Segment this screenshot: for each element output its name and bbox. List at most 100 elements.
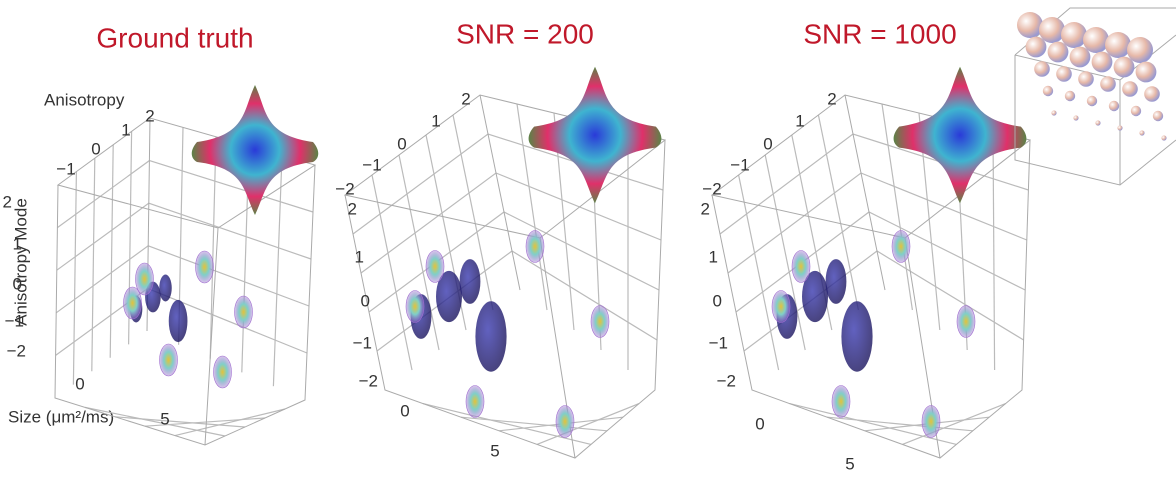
contour-patch (832, 386, 850, 418)
sphere (1136, 62, 1157, 83)
tick-label: −1 (5, 311, 24, 330)
panel-title: SNR = 200 (456, 18, 594, 49)
sphere (1017, 12, 1043, 38)
grid-line (537, 404, 639, 445)
contour-patch (591, 306, 609, 338)
sphere (1127, 37, 1153, 63)
tick-label: −1 (56, 159, 75, 178)
tick-label: −2 (7, 341, 26, 360)
grid-line (827, 417, 973, 431)
grid-line (273, 156, 282, 387)
grid-line (372, 175, 412, 370)
panel-title: Ground truth (96, 22, 253, 53)
contour-patch (235, 296, 253, 328)
density-blob (826, 259, 847, 304)
contour-patch (426, 251, 444, 283)
glyph (192, 85, 319, 215)
tick-label: 0 (713, 291, 722, 310)
grid-line (210, 137, 216, 359)
grid-line (115, 417, 245, 427)
grid-line (902, 404, 1005, 445)
contour-patch (556, 406, 574, 438)
sphere (1043, 86, 1053, 96)
sphere (1065, 91, 1075, 101)
contour-patch (772, 291, 790, 323)
tick-label: 2 (701, 199, 710, 218)
sphere (1114, 57, 1135, 78)
tick-label: 0 (763, 134, 772, 153)
tick-label: 0 (75, 374, 84, 393)
sphere (1039, 17, 1065, 43)
tick-label: 5 (490, 441, 499, 460)
contour-patch (526, 231, 544, 263)
sphere (1161, 135, 1166, 140)
sphere (1061, 22, 1087, 48)
tick-label: −2 (359, 371, 378, 390)
density-blob (475, 301, 506, 371)
tick-label: 2 (461, 89, 470, 108)
grid-line (993, 131, 995, 370)
sphere (1122, 81, 1138, 97)
sphere (1087, 96, 1097, 106)
contour-patch (892, 231, 910, 263)
sphere (1078, 71, 1094, 87)
contour-patch (214, 356, 232, 388)
density-blob (159, 275, 171, 302)
sphere (1073, 115, 1078, 120)
tick-label: 1 (431, 111, 440, 130)
tick-label: 1 (795, 111, 804, 130)
tick-label: 1 (13, 234, 22, 253)
sphere (1056, 66, 1072, 82)
sphere (1139, 130, 1144, 135)
tick-label: −1 (353, 333, 372, 352)
tick-label: 1 (121, 120, 130, 139)
contour-patch (160, 344, 178, 376)
plot-3d: −2−1012210−1−205 (335, 67, 665, 461)
tick-label: 1 (355, 247, 364, 266)
sphere (1092, 52, 1113, 73)
tick-label: −1 (709, 333, 728, 352)
tick-label: −2 (335, 179, 354, 198)
sphere (1083, 27, 1109, 53)
axis-label: Anisotropy Mode (11, 198, 30, 326)
tick-label: 2 (145, 106, 154, 125)
grid-line (728, 173, 1027, 273)
tick-label: −2 (702, 179, 721, 198)
tick-label: 0 (397, 134, 406, 153)
tick-label: 0 (755, 414, 764, 433)
contour-patch (406, 291, 424, 323)
tick-label: 0 (13, 274, 22, 293)
tick-label: 1 (709, 247, 718, 266)
tick-label: −2 (717, 371, 736, 390)
sphere (1109, 101, 1119, 111)
tick-label: −1 (730, 155, 749, 174)
grid-line (92, 158, 95, 371)
axis-label: Anisotropy (44, 90, 125, 109)
sphere (1095, 120, 1100, 125)
tick-label: 5 (160, 409, 169, 428)
tick-label: 0 (91, 139, 100, 158)
sphere (1026, 37, 1047, 58)
sphere (1105, 32, 1131, 58)
sphere (1117, 125, 1122, 130)
density-blob (460, 259, 481, 304)
contour-patch (136, 263, 154, 295)
grid-line (57, 203, 311, 270)
contour-patch (792, 251, 810, 283)
contour-patch (466, 386, 484, 418)
grid-line (461, 417, 607, 431)
tick-label: −1 (362, 155, 381, 174)
plots: −1012210−1−205−2−1012210−1−205−2−1012210… (3, 67, 1030, 474)
sphere (1131, 106, 1141, 116)
contour-patch (196, 251, 214, 283)
sphere (1144, 86, 1160, 102)
sphere (1051, 110, 1056, 115)
tick-label: 2 (827, 89, 836, 108)
figure: Ground truth SNR = 200 SNR = 1000 Anisot… (0, 0, 1176, 483)
tick-label: 0 (361, 291, 370, 310)
contour-patch (957, 306, 975, 338)
grid-line (73, 172, 76, 385)
density-blob (169, 300, 188, 342)
contour-patch (922, 406, 940, 438)
